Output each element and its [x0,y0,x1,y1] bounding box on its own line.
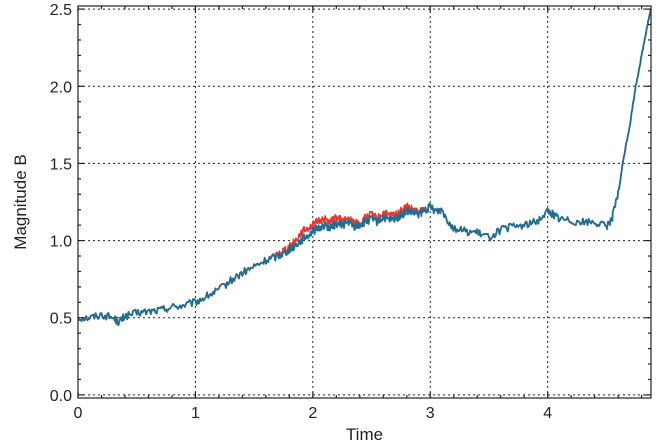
grid-layer [78,6,651,398]
x-tick-label: 2 [308,405,317,422]
plot-frame [77,5,652,399]
x-axis-label: Time [346,425,383,444]
y-axis-label: Magnitude B [11,154,30,249]
x-tick-label: 4 [543,405,552,422]
x-tick-label: 0 [74,405,83,422]
x-tick-label: 1 [191,405,200,422]
x-tick-label: 3 [426,405,435,422]
y-tick-label: 2.5 [50,2,72,19]
y-tick-label: 1.0 [50,234,72,251]
y-tick-label: 2.0 [50,79,72,96]
series-layer [78,8,651,327]
y-tick-label: 1.5 [50,156,72,173]
y-tick-label: 0.5 [50,311,72,328]
series-line-2 [78,8,651,327]
tick-layer: 0 1 2 3 4 0.0 0.5 1.0 1.5 2.0 2.5 [50,2,651,422]
series-line-1 [78,8,651,326]
y-tick-label: 0.0 [50,388,72,405]
